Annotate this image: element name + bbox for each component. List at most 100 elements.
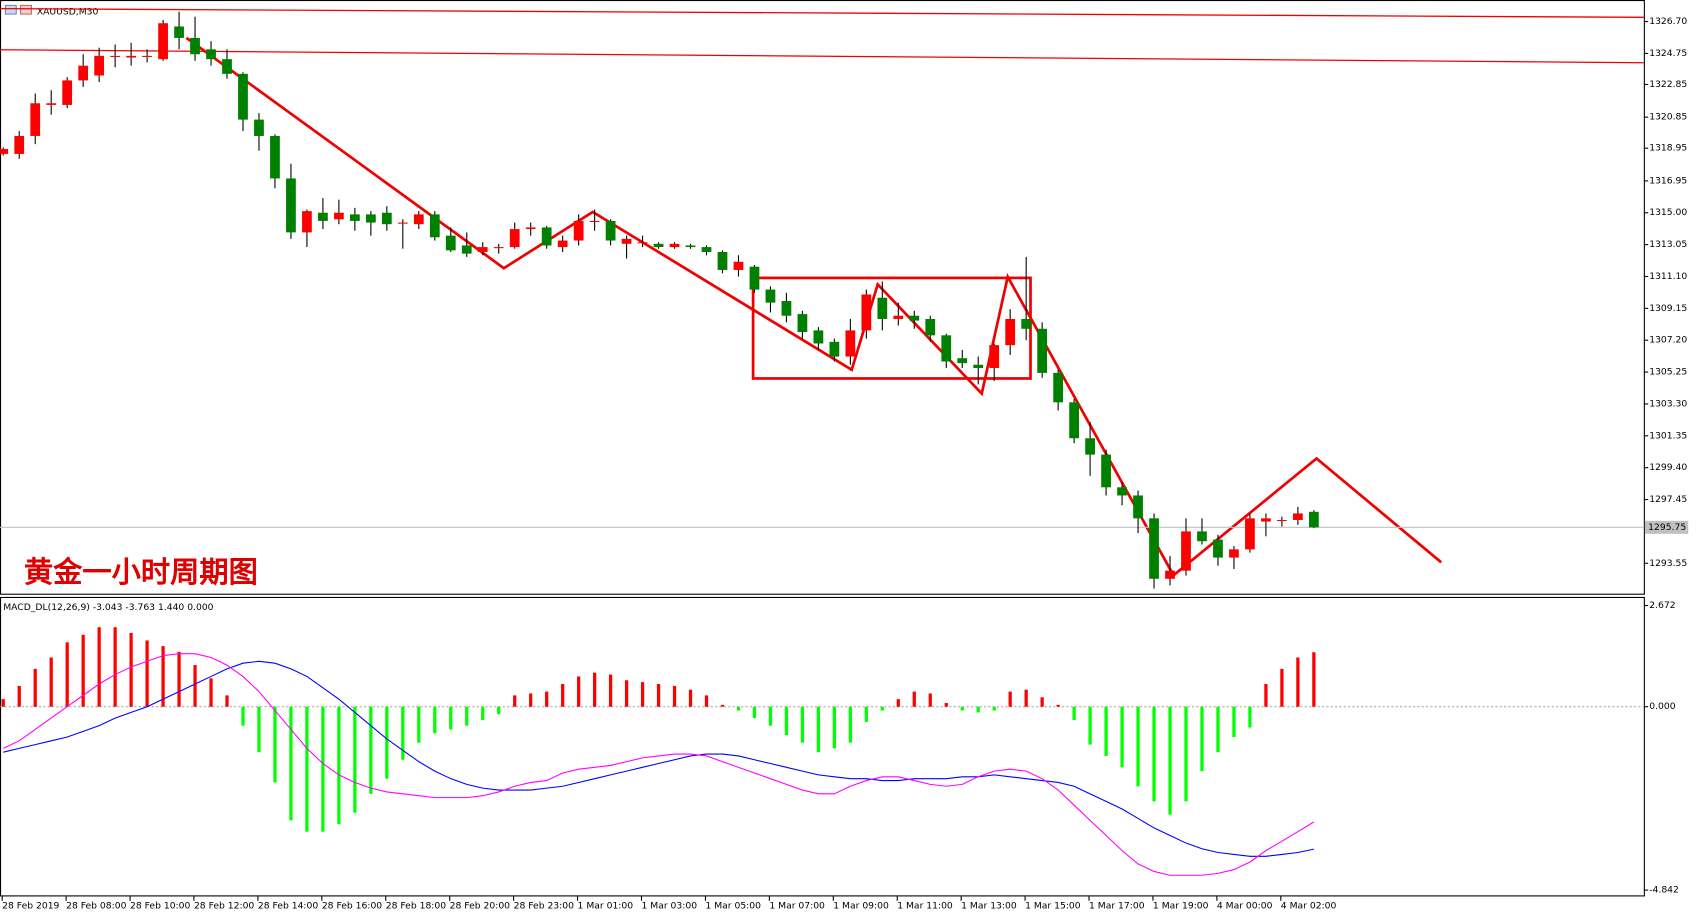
candle-body: [893, 315, 904, 319]
candle-body: [461, 245, 472, 254]
candle-body: [158, 23, 168, 60]
x-tick-label: 28 Feb 2019: [2, 901, 59, 912]
histogram-bar: [752, 706, 757, 719]
histogram-bar: [976, 706, 980, 713]
histogram-bar: [513, 695, 517, 707]
candle-body: [1293, 513, 1303, 520]
histogram-bar: [449, 706, 453, 730]
candle-body: [477, 247, 488, 252]
histogram-bar: [529, 693, 533, 707]
x-tick-label: 28 Feb 12:00: [194, 901, 254, 912]
candle-body: [270, 135, 280, 179]
histogram-bar: [545, 691, 549, 707]
candle-body: [1117, 487, 1127, 496]
candle-body: [1037, 328, 1048, 373]
x-tick-label: 28 Feb 18:00: [386, 901, 446, 912]
histogram-bar: [241, 706, 245, 726]
histogram-bar: [1232, 706, 1236, 738]
histogram-bar: [1056, 704, 1060, 707]
candle-body: [174, 26, 184, 38]
candle-body: [94, 55, 105, 76]
candle-body: [318, 212, 328, 221]
candle-body: [861, 294, 872, 331]
x-tick-label: 28 Feb 16:00: [322, 901, 382, 912]
data-layer: 1326.70 1324.75 1322.85 1320.85 1318.95 1316.…: [0, 11, 1689, 912]
indicator-line: [3, 653, 1315, 876]
histogram-bar: [1040, 697, 1044, 707]
histogram-bar: [992, 706, 996, 711]
histogram-bar: [1264, 684, 1268, 707]
histogram-bar: [1200, 706, 1204, 772]
histogram-bar: [145, 640, 149, 707]
histogram-bar: [960, 706, 964, 711]
histogram-bar: [481, 706, 485, 720]
x-tick-label: 1 Mar 03:00: [641, 901, 697, 912]
x-tick-label: 1 Mar 07:00: [769, 901, 825, 912]
histogram-bar: [177, 651, 181, 707]
candle-body: [46, 103, 57, 105]
candle-body: [14, 135, 25, 154]
x-tick-label: 1 Mar 15:00: [1025, 901, 1081, 912]
candle-body: [1101, 454, 1111, 488]
histogram-bar: [1120, 706, 1124, 768]
candle-body: [1213, 539, 1223, 558]
y-tick-label: 2.672: [1649, 600, 1675, 611]
candle-body: [62, 80, 73, 105]
x-tick-label: 28 Feb 20:00: [450, 901, 510, 912]
y-tick-label: 1299.40: [1649, 462, 1687, 473]
histogram-bar: [273, 706, 277, 783]
histogram-bar: [497, 706, 501, 715]
histogram-bar: [1248, 706, 1252, 728]
histogram-bar: [321, 706, 325, 832]
candle-body: [669, 243, 680, 248]
candle-body: [749, 266, 760, 290]
histogram-bar: [561, 684, 565, 707]
candle-body: [781, 301, 792, 316]
macd-panel: [0, 596, 1645, 897]
candle-body: [413, 214, 424, 225]
candle-body: [1277, 519, 1287, 522]
histogram-bar: [944, 702, 948, 707]
candle-body: [78, 65, 89, 81]
histogram-bar: [800, 706, 805, 743]
histogram-bar: [640, 682, 645, 707]
window-icon: [20, 4, 32, 15]
annotation: 黄金一小时周期图: [24, 555, 258, 589]
candle-body: [637, 242, 648, 244]
histogram-bar: [401, 706, 405, 760]
histogram-bar: [161, 646, 165, 707]
candle-body: [334, 212, 344, 220]
histogram-bar: [848, 706, 852, 743]
histogram-bar: [1088, 706, 1092, 745]
histogram-bar: [433, 706, 437, 734]
x-tick-label: 1 Mar 17:00: [1089, 901, 1145, 912]
candle-body: [1181, 531, 1191, 571]
candle-body: [1229, 549, 1239, 558]
candle-body: [206, 49, 216, 60]
y-tick-label: 1297.45: [1649, 494, 1687, 505]
histogram-bar: [1152, 706, 1156, 802]
candle-body: [1149, 518, 1159, 579]
histogram-bar: [928, 693, 932, 707]
x-tick-label: 28 Feb 14:00: [258, 901, 318, 912]
histogram-bar: [1024, 689, 1028, 707]
candle-body: [557, 240, 568, 248]
histogram-bar: [209, 678, 213, 707]
candle-body: [1245, 518, 1255, 550]
histogram-bar: [896, 699, 900, 707]
histogram-bar: [704, 695, 709, 707]
main-panel: [0, 0, 1645, 595]
histogram-bar: [225, 695, 229, 707]
candle-body: [238, 73, 248, 120]
histogram-bar: [1280, 668, 1284, 707]
last-price-label: 1295.75: [1648, 522, 1686, 533]
histogram-bar: [97, 627, 101, 707]
y-tick-label: 1326.70: [1649, 16, 1687, 27]
candle-body: [957, 358, 968, 364]
histogram-bar: [465, 706, 469, 726]
candle-body: [286, 178, 296, 233]
last-price-box: [1644, 520, 1689, 534]
histogram-bar: [417, 706, 421, 743]
candle-body: [350, 214, 360, 221]
